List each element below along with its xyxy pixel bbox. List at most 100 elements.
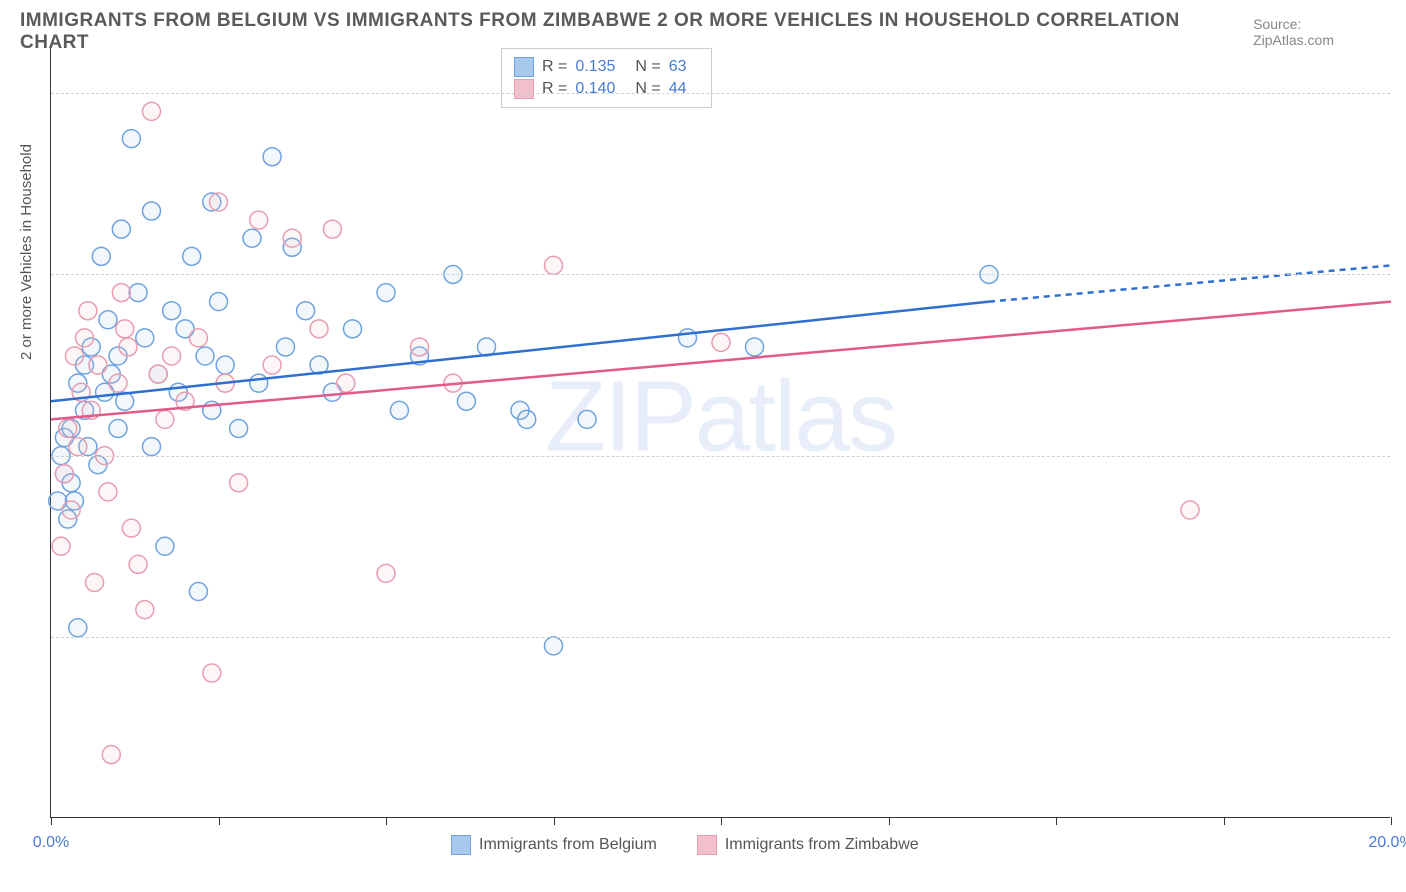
- trend-line: [51, 302, 1391, 420]
- data-point: [92, 247, 110, 265]
- data-point: [243, 229, 261, 247]
- data-point: [52, 537, 70, 555]
- chart-area: ZIPatlas R = 0.135 N = 63 R = 0.140 N = …: [50, 48, 1390, 818]
- legend-label-belgium: Immigrants from Belgium: [479, 836, 657, 854]
- data-point: [411, 338, 429, 356]
- legend-item-belgium: Immigrants from Belgium: [451, 835, 657, 855]
- gridline: [51, 637, 1390, 638]
- data-point: [310, 320, 328, 338]
- data-point: [196, 347, 214, 365]
- data-point: [86, 573, 104, 591]
- data-point: [263, 148, 281, 166]
- data-point: [99, 311, 117, 329]
- ytick-label: 60.0%: [1400, 447, 1406, 465]
- xtick: [386, 817, 387, 825]
- data-point: [377, 284, 395, 302]
- data-point: [143, 102, 161, 120]
- data-point: [112, 284, 130, 302]
- data-point: [518, 410, 536, 428]
- data-point: [679, 329, 697, 347]
- xtick: [51, 817, 52, 825]
- series-legend: Immigrants from Belgium Immigrants from …: [451, 835, 919, 855]
- data-point: [156, 537, 174, 555]
- data-point: [250, 211, 268, 229]
- gridline: [51, 274, 1390, 275]
- data-point: [210, 193, 228, 211]
- data-point: [102, 746, 120, 764]
- data-point: [76, 329, 94, 347]
- gridline: [51, 93, 1390, 94]
- data-point: [377, 564, 395, 582]
- data-point: [59, 419, 77, 437]
- data-point: [79, 302, 97, 320]
- data-point: [263, 356, 281, 374]
- data-point: [136, 601, 154, 619]
- gridline: [51, 456, 1390, 457]
- data-point: [109, 419, 127, 437]
- legend-item-zimbabwe: Immigrants from Zimbabwe: [697, 835, 919, 855]
- data-point: [203, 664, 221, 682]
- data-point: [99, 483, 117, 501]
- data-point: [230, 474, 248, 492]
- data-point: [69, 619, 87, 637]
- source-label: Source: ZipAtlas.com: [1253, 16, 1386, 48]
- data-point: [297, 302, 315, 320]
- swatch-belgium-icon: [451, 835, 471, 855]
- xtick: [721, 817, 722, 825]
- data-point: [149, 365, 167, 383]
- data-point: [250, 374, 268, 392]
- data-point: [143, 438, 161, 456]
- data-point: [122, 519, 140, 537]
- data-point: [129, 284, 147, 302]
- data-point: [545, 637, 563, 655]
- data-point: [163, 347, 181, 365]
- xtick-label: 20.0%: [1368, 834, 1406, 852]
- xtick: [1056, 817, 1057, 825]
- data-point: [156, 410, 174, 428]
- xtick: [1224, 817, 1225, 825]
- swatch-zimbabwe-icon: [697, 835, 717, 855]
- data-point: [122, 130, 140, 148]
- xtick: [219, 817, 220, 825]
- data-point: [277, 338, 295, 356]
- data-point: [390, 401, 408, 419]
- data-point: [323, 220, 341, 238]
- data-point: [578, 410, 596, 428]
- data-point: [712, 333, 730, 351]
- data-point: [143, 202, 161, 220]
- data-point: [109, 374, 127, 392]
- data-point: [189, 583, 207, 601]
- ytick-label: 80.0%: [1400, 265, 1406, 283]
- data-point: [55, 465, 73, 483]
- data-point: [163, 302, 181, 320]
- data-point: [119, 338, 137, 356]
- data-point: [545, 256, 563, 274]
- data-point: [112, 220, 130, 238]
- ytick-label: 100.0%: [1400, 84, 1406, 102]
- data-point: [183, 247, 201, 265]
- data-point: [337, 374, 355, 392]
- ytick-label: 40.0%: [1400, 628, 1406, 646]
- plot-svg: [51, 48, 1390, 817]
- data-point: [210, 293, 228, 311]
- trend-line-extrapolated: [989, 265, 1391, 301]
- data-point: [69, 438, 87, 456]
- data-point: [62, 501, 80, 519]
- data-point: [457, 392, 475, 410]
- data-point: [116, 320, 134, 338]
- xtick: [1391, 817, 1392, 825]
- legend-label-zimbabwe: Immigrants from Zimbabwe: [725, 836, 919, 854]
- data-point: [1181, 501, 1199, 519]
- xtick: [889, 817, 890, 825]
- data-point: [283, 229, 301, 247]
- xtick: [554, 817, 555, 825]
- data-point: [136, 329, 154, 347]
- y-axis-label: 2 or more Vehicles in Household: [18, 144, 35, 360]
- data-point: [230, 419, 248, 437]
- xtick-label: 0.0%: [33, 834, 69, 852]
- data-point: [65, 347, 83, 365]
- trend-line: [51, 302, 989, 402]
- data-point: [89, 356, 107, 374]
- data-point: [746, 338, 764, 356]
- data-point: [129, 555, 147, 573]
